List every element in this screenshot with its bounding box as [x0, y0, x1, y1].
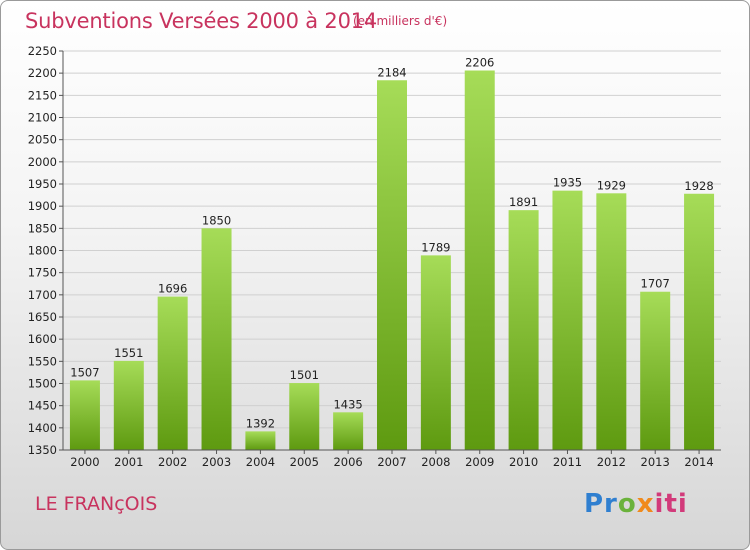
bar-2013: [640, 291, 671, 450]
x-tick-label-2003: 2003: [202, 455, 231, 469]
bar-2007: [377, 80, 407, 450]
data-label-2000: 1507: [70, 365, 99, 379]
x-tick-label-2005: 2005: [290, 455, 319, 469]
bar-2001: [113, 360, 144, 450]
data-label-2008: 1789: [421, 240, 450, 254]
data-label-2011: 1935: [553, 176, 582, 190]
y-tick-label: 2150: [28, 88, 57, 102]
x-tick-label-2010: 2010: [509, 455, 538, 469]
bar-2004: [245, 431, 276, 450]
data-label-2014: 1928: [684, 179, 713, 193]
x-tick-label-2007: 2007: [377, 455, 406, 469]
y-tick-label: 1750: [28, 266, 57, 280]
x-tick-label-2002: 2002: [158, 455, 187, 469]
x-tick-label-2009: 2009: [465, 455, 494, 469]
x-tick-label-2004: 2004: [246, 455, 275, 469]
data-label-2012: 1929: [597, 178, 626, 192]
bar-2014: [684, 193, 715, 450]
data-label-2002: 1696: [158, 282, 187, 296]
bar-2009: [464, 70, 495, 451]
y-tick-label: 2200: [28, 66, 57, 80]
chart-title: Subventions Versées 2000 à 2014: [25, 9, 378, 33]
y-tick-label: 1450: [28, 399, 57, 413]
y-tick-label: 1550: [28, 354, 57, 368]
bar-2006: [333, 412, 364, 450]
data-label-2007: 2184: [377, 65, 406, 79]
y-tick-label: 1500: [28, 377, 57, 391]
x-tick-label-2013: 2013: [641, 455, 670, 469]
x-tick-label-2008: 2008: [421, 455, 450, 469]
bar-2005: [289, 383, 320, 450]
data-label-2013: 1707: [641, 277, 670, 291]
y-tick-label: 2100: [28, 111, 57, 125]
x-tick-label-2012: 2012: [597, 455, 626, 469]
y-tick-label: 2250: [28, 44, 57, 58]
chart-subtitle: (en milliers d'€): [353, 14, 448, 28]
bar-2000: [69, 380, 100, 450]
proxiti-logo: Proxiti: [584, 489, 688, 519]
data-label-2006: 1435: [333, 397, 362, 411]
bar-2010: [508, 210, 539, 450]
y-tick-label: 1900: [28, 199, 57, 213]
data-label-2010: 1891: [509, 195, 538, 209]
x-tick-label-2011: 2011: [553, 455, 582, 469]
bar-2008: [420, 255, 451, 450]
data-label-2009: 2206: [465, 56, 494, 70]
x-tick-label-2000: 2000: [70, 455, 99, 469]
y-tick-label: 1950: [28, 177, 57, 191]
bar-2011: [552, 190, 583, 450]
data-label-2005: 1501: [290, 368, 319, 382]
bar-2012: [596, 193, 627, 450]
data-label-2004: 1392: [246, 416, 275, 430]
y-tick-label: 1850: [28, 221, 57, 235]
bar-2003: [201, 228, 232, 450]
y-tick-label: 1700: [28, 288, 57, 302]
y-tick-label: 1650: [28, 310, 57, 324]
commune-name: LE FRANçOIS: [35, 493, 158, 515]
y-tick-label: 1800: [28, 244, 57, 258]
y-tick-label: 1350: [28, 443, 57, 457]
y-tick-label: 1400: [28, 421, 57, 435]
x-tick-label-2001: 2001: [114, 455, 143, 469]
data-label-2003: 1850: [202, 213, 231, 227]
y-tick-label: 1600: [28, 332, 57, 346]
x-tick-label-2014: 2014: [684, 455, 713, 469]
data-label-2001: 1551: [114, 346, 143, 360]
y-tick-label: 2050: [28, 133, 57, 147]
bar-2002: [157, 296, 188, 450]
x-tick-label-2006: 2006: [333, 455, 362, 469]
y-tick-label: 2000: [28, 155, 57, 169]
